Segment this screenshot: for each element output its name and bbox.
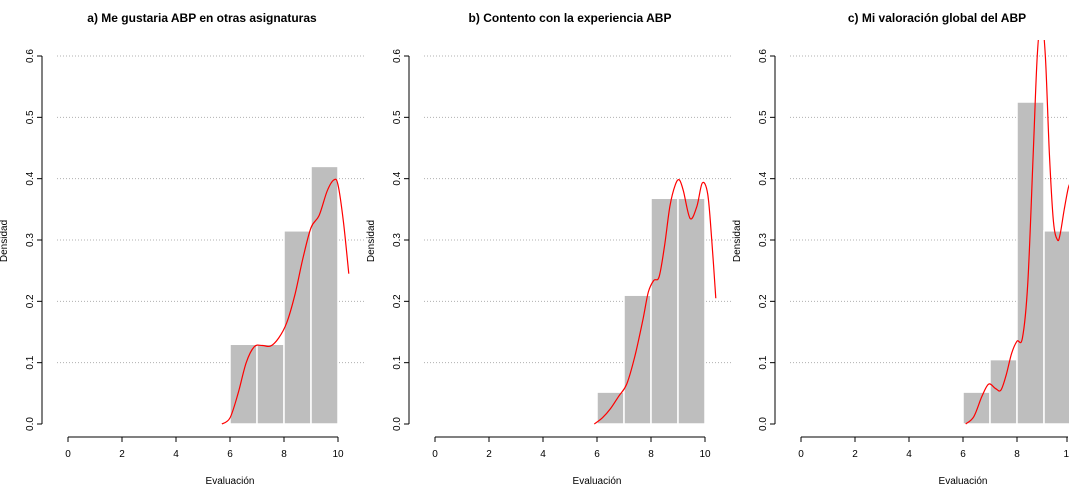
y-tick-label: 0.4 [392, 171, 403, 185]
bar-group [596, 197, 706, 425]
density-group [965, 40, 1069, 425]
x-tick-label: 10 [699, 449, 711, 460]
y-tick-label: 0.6 [25, 49, 36, 63]
y-tick-label: 0.2 [392, 294, 403, 308]
chart-title: c) Mi valoración global del ABP [848, 11, 1026, 25]
density-curve [221, 178, 350, 425]
y-tick-label: 0.2 [758, 294, 769, 308]
x-tick-label: 1 [1063, 449, 1069, 460]
y-tick-label: 0.1 [758, 355, 769, 369]
density-group [221, 178, 350, 425]
y-tick-label: 0.1 [25, 355, 36, 369]
y-tick-label: 0.4 [25, 171, 36, 185]
histogram-bar [256, 343, 285, 425]
histogram-bar [310, 165, 339, 425]
x-tick-label: 0 [798, 449, 804, 460]
x-tick-label: 4 [906, 449, 912, 460]
density-group [593, 179, 717, 425]
bar-group [962, 101, 1069, 425]
histogram-bar [283, 230, 312, 425]
density-curve [593, 179, 717, 425]
y-tick-label: 0.5 [392, 110, 403, 124]
y-tick-label: 0.0 [392, 417, 403, 431]
y-tick-label: 0.6 [758, 49, 769, 63]
y-axis-label: Densidad [366, 220, 377, 262]
y-tick-label: 0.3 [25, 233, 36, 247]
histogram-bar [677, 197, 706, 425]
x-tick-label: 2 [486, 449, 492, 460]
x-tick-label: 4 [173, 449, 179, 460]
y-tick-label: 0.5 [25, 110, 36, 124]
histogram-bar [623, 294, 652, 425]
x-tick-label: 8 [281, 449, 287, 460]
chart-panel: b) Contento con la experiencia ABP 0 2 4 6 8 1… [366, 11, 732, 487]
y-axis-label: Densidad [732, 220, 743, 262]
histogram-bar [1043, 230, 1069, 425]
chart-panel: c) Mi valoración global del ABP 0 2 4 6 8 1 0.0… [732, 11, 1069, 487]
y-tick-label: 0.1 [392, 355, 403, 369]
y-axis-label: Densidad [0, 220, 10, 262]
chart-panel: a) Me gustaria ABP en otras asignaturas 0… [0, 11, 365, 487]
x-tick-label: 2 [852, 449, 858, 460]
histogram-bar [989, 358, 1018, 425]
x-tick-label: 6 [594, 449, 600, 460]
y-tick-label: 0.0 [758, 417, 769, 431]
histogram-bar [1016, 101, 1045, 425]
y-tick-label: 0.4 [758, 171, 769, 185]
histogram-bar [650, 197, 679, 425]
y-tick-label: 0.0 [25, 417, 36, 431]
x-tick-label: 0 [432, 449, 438, 460]
density-curve [965, 40, 1069, 425]
x-tick-label: 8 [648, 449, 654, 460]
y-tick-label: 0.5 [758, 110, 769, 124]
histogram-bar [229, 343, 258, 425]
y-tick-label: 0.6 [392, 49, 403, 63]
y-tick-label: 0.2 [25, 294, 36, 308]
x-tick-label: 6 [960, 449, 966, 460]
x-tick-label: 8 [1014, 449, 1020, 460]
x-tick-label: 2 [119, 449, 125, 460]
x-tick-label: 0 [65, 449, 71, 460]
y-tick-label: 0.3 [758, 233, 769, 247]
chart-title: b) Contento con la experiencia ABP [469, 11, 672, 25]
x-axis-label: Evaluación [939, 476, 988, 487]
x-axis-label: Evaluación [206, 476, 255, 487]
histogram-bar [962, 391, 991, 425]
x-axis-label: Evaluación [573, 476, 622, 487]
x-tick-label: 10 [332, 449, 344, 460]
x-tick-label: 4 [540, 449, 546, 460]
y-tick-label: 0.3 [392, 233, 403, 247]
chart-title: a) Me gustaria ABP en otras asignaturas [87, 11, 317, 25]
bar-group [229, 165, 339, 425]
x-tick-label: 6 [227, 449, 233, 460]
